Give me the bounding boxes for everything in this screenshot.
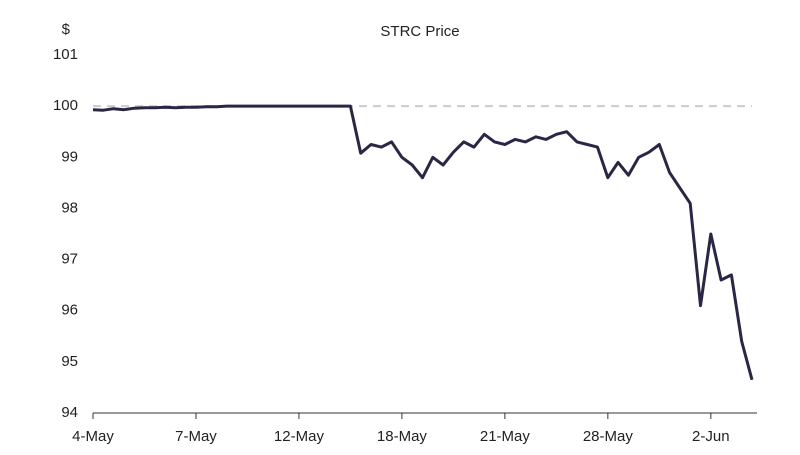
x-tick-label: 28-May bbox=[583, 428, 634, 445]
y-tick-label: 98 bbox=[61, 199, 78, 216]
x-tick-label: 2-Jun bbox=[692, 428, 730, 445]
y-tick-label: 94 bbox=[61, 404, 78, 421]
y-tick-label: 99 bbox=[61, 148, 78, 165]
y-tick-label: 97 bbox=[61, 251, 78, 268]
x-tick-label: 7-May bbox=[175, 428, 217, 445]
x-tick-label: 21-May bbox=[480, 428, 531, 445]
y-tick-label: 100 bbox=[53, 97, 78, 114]
x-tick-label: 12-May bbox=[274, 428, 325, 445]
y-tick-label: 95 bbox=[61, 353, 78, 370]
y-tick-label: 96 bbox=[61, 302, 78, 319]
y-axis-label: $ bbox=[62, 21, 71, 38]
x-tick-label: 18-May bbox=[377, 428, 428, 445]
chart-title: STRC Price bbox=[380, 23, 459, 40]
x-tick-label: 4-May bbox=[72, 428, 114, 445]
price-line bbox=[92, 104, 754, 381]
y-tick-label: 101 bbox=[53, 46, 78, 63]
